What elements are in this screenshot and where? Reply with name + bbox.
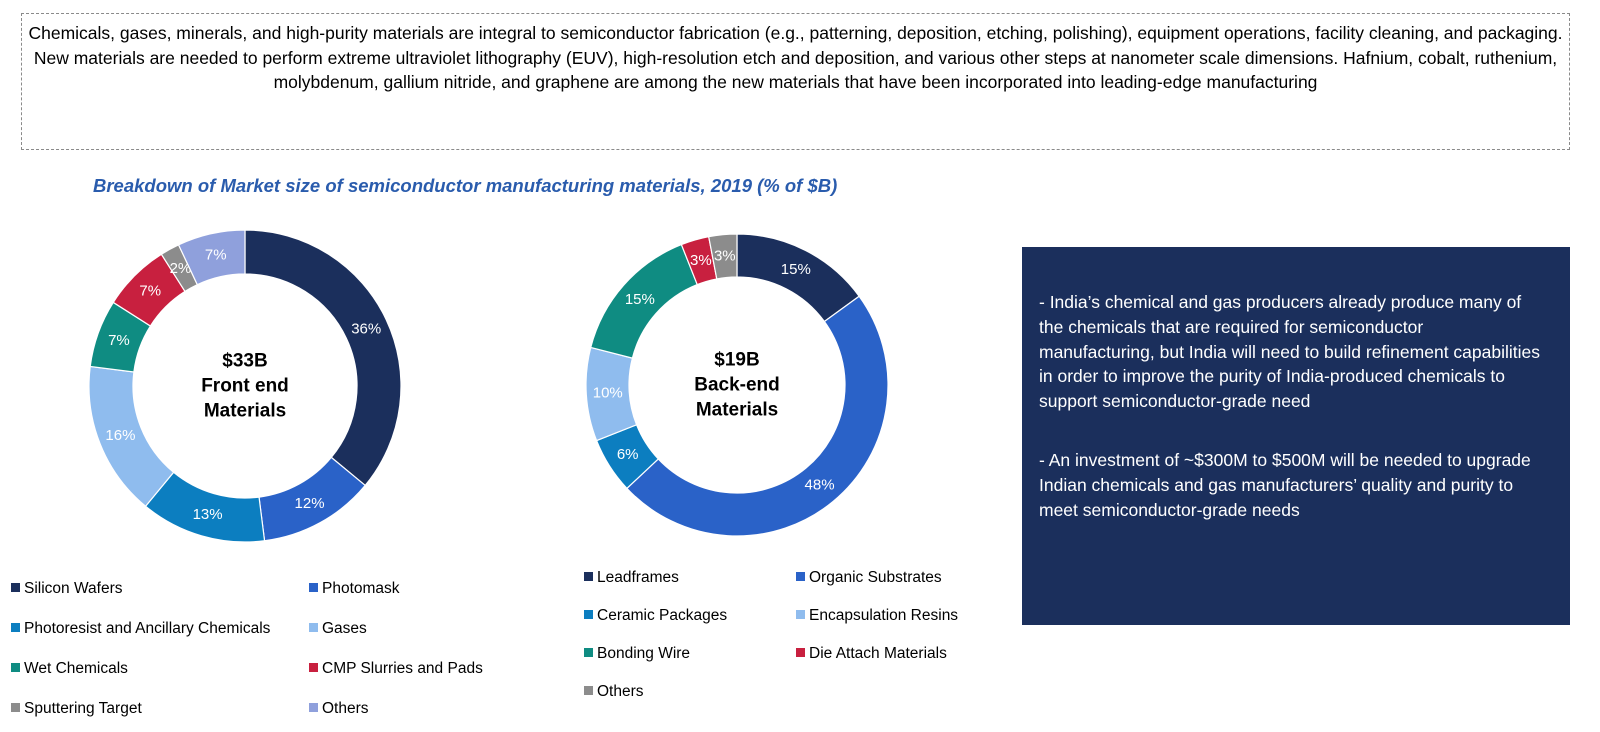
legend-label: Silicon Wafers: [24, 580, 123, 597]
legend-swatch: [584, 686, 593, 695]
legend-swatch: [309, 583, 318, 592]
legend-label: Organic Substrates: [809, 569, 942, 586]
legend-item-others: Others: [584, 683, 644, 701]
legend-swatch: [309, 703, 318, 712]
legend-item-others: Others: [309, 700, 369, 718]
legend-swatch: [309, 663, 318, 672]
front-end-donut-chart: 36% 12% 13% 16% 7% 7% 2% 7% $33B Front end Materia…: [88, 229, 402, 543]
legend-swatch: [584, 610, 593, 619]
legend-item-ceramic-packages: Ceramic Packages: [584, 607, 727, 625]
legend-label: Gases: [322, 620, 367, 637]
chart-title: Breakdown of Market size of semiconducto…: [93, 175, 838, 196]
legend-swatch: [11, 703, 20, 712]
donut-center-label: Materials: [696, 400, 778, 421]
callout-point-1: - India’s chemical and gas producers alr…: [1039, 292, 1540, 412]
slice-label-organic-substrates: 48%: [805, 476, 835, 493]
legend-label: Leadframes: [597, 569, 679, 586]
legend-label: Photomask: [322, 580, 400, 597]
donut-center-label: Front end: [201, 376, 289, 397]
slice-label-silicon-wafers: 36%: [351, 320, 381, 337]
donut-center-label: $19B: [714, 350, 759, 371]
legend-label: Die Attach Materials: [809, 645, 947, 662]
legend-label: Encapsulation Resins: [809, 607, 959, 624]
legend-item-photoresist-and-ancillary-chemicals: Photoresist and Ancillary Chemicals: [11, 620, 270, 638]
legend-label: Wet Chemicals: [24, 660, 128, 677]
legend-item-leadframes: Leadframes: [584, 569, 679, 587]
intro-paragraph-1: Chemicals, gases, minerals, and high-pur…: [28, 23, 1563, 43]
slice-label-sputtering-target: 2%: [170, 260, 192, 277]
legend-swatch: [309, 623, 318, 632]
legend-label: CMP Slurries and Pads: [322, 660, 483, 677]
slice-label-encapsulation-resins: 10%: [593, 385, 623, 402]
legend-item-gases: Gases: [309, 620, 367, 638]
legend-item-sputtering-target: Sputtering Target: [11, 700, 142, 718]
legend-label: Bonding Wire: [597, 645, 691, 662]
slice-silicon-wafers: [244, 229, 402, 487]
slice-label-cmp-slurries-and-pads: 7%: [139, 283, 161, 300]
intro-paragraph-2: New materials are needed to perform extr…: [33, 47, 1558, 93]
slice-label-others: 7%: [205, 247, 227, 264]
legend-swatch: [584, 572, 593, 581]
slice-label-photoresist-and-ancillary-chemicals: 13%: [193, 506, 223, 523]
slice-label-leadframes: 15%: [781, 261, 811, 278]
legend-label: Sputtering Target: [24, 700, 142, 717]
donut-center-label: $33B: [222, 351, 267, 372]
legend-item-photomask: Photomask: [309, 580, 400, 598]
slice-others: [708, 233, 738, 280]
legend-label: Others: [322, 700, 369, 717]
donut-center-label: Materials: [204, 401, 286, 422]
legend-swatch: [11, 623, 20, 632]
intro-text-box: Chemicals, gases, minerals, and high-pur…: [21, 13, 1570, 150]
legend-item-organic-substrates: Organic Substrates: [796, 569, 942, 587]
donut-center-label: Back-end: [694, 375, 780, 396]
slice-organic-substrates: [626, 295, 889, 537]
legend-label: Ceramic Packages: [597, 607, 728, 624]
legend-item-encapsulation-resins: Encapsulation Resins: [796, 607, 958, 625]
key-insights-callout: - India’s chemical and gas producers alr…: [1022, 247, 1570, 625]
legend-item-cmp-slurries-and-pads: CMP Slurries and Pads: [309, 660, 483, 678]
legend-label: Others: [597, 683, 644, 700]
slice-label-wet-chemicals: 7%: [108, 332, 130, 349]
slice-label-bonding-wire: 15%: [625, 291, 655, 308]
legend-swatch: [11, 663, 20, 672]
slice-label-ceramic-packages: 6%: [617, 446, 639, 463]
back-end-donut-chart: 15% 48% 6% 10% 15% 3% 3% $19B Back-end Materials: [585, 233, 889, 537]
legend-item-silicon-wafers: Silicon Wafers: [11, 580, 122, 598]
slice-label-gases: 16%: [105, 427, 135, 444]
legend-item-bonding-wire: Bonding Wire: [584, 645, 690, 663]
slice-label-die-attach-materials: 3%: [690, 252, 712, 269]
legend-item-die-attach-materials: Die Attach Materials: [796, 645, 947, 663]
slice-label-others: 3%: [714, 248, 736, 265]
legend-swatch: [796, 572, 805, 581]
legend-label: Photoresist and Ancillary Chemicals: [24, 620, 271, 637]
callout-point-2: - An investment of ~$300M to $500M will …: [1039, 449, 1531, 520]
slice-others: [177, 229, 246, 286]
legend-swatch: [584, 648, 593, 657]
slice-label-photomask: 12%: [295, 495, 325, 512]
legend-item-wet-chemicals: Wet Chemicals: [11, 660, 128, 678]
legend-swatch: [796, 648, 805, 657]
legend-swatch: [11, 583, 20, 592]
legend-swatch: [796, 610, 805, 619]
